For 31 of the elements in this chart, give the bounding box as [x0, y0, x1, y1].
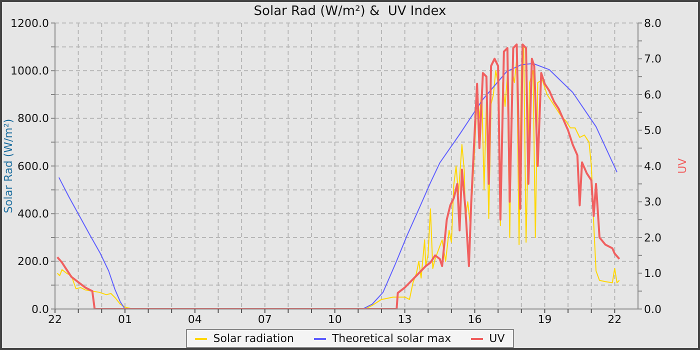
y-tick-label: 1200.0 — [10, 16, 49, 30]
legend-label: UV — [489, 332, 505, 345]
y-tick-label: 600.0 — [18, 160, 49, 173]
chart-title: Solar Rad (W/m²) & UV Index — [254, 4, 446, 19]
legend-label: Solar radiation — [213, 332, 294, 345]
y-tick-label: 800.0 — [18, 112, 49, 126]
y-axis-title: Solar Rad (W/m²) — [2, 118, 15, 214]
y2-tick-label: 5.0 — [644, 124, 662, 138]
x-tick-label: 22 — [48, 312, 62, 326]
x-tick-label: 07 — [258, 312, 272, 326]
y2-tick-label: 0.0 — [644, 302, 662, 316]
y-tick-label: 200.0 — [18, 255, 49, 268]
legend-label: Theoretical solar max — [332, 332, 452, 345]
x-tick-label: 19 — [538, 312, 552, 326]
x-tick-label: 16 — [468, 312, 482, 326]
y2-tick-label: 7.0 — [644, 52, 662, 66]
y2-tick-label: 6.0 — [644, 88, 662, 102]
y-tick-label: 0.0 — [32, 302, 49, 316]
y2-tick-label: 2.0 — [644, 231, 662, 244]
x-tick-label: 04 — [188, 312, 202, 326]
x-tick-label: 13 — [398, 312, 412, 326]
y-tick-label: 400.0 — [18, 208, 49, 221]
y2-tick-label: 4.0 — [644, 160, 662, 173]
y2-tick-label: 1.0 — [644, 267, 662, 280]
y2-axis-title: UV — [676, 158, 689, 174]
y2-tick-label: 8.0 — [644, 16, 662, 30]
y-tick-label: 1000.0 — [10, 64, 49, 78]
y2-tick-label: 3.0 — [644, 196, 662, 209]
x-tick-label: 01 — [118, 312, 132, 326]
x-tick-label: 22 — [608, 312, 622, 326]
x-tick-label: 10 — [328, 312, 342, 326]
